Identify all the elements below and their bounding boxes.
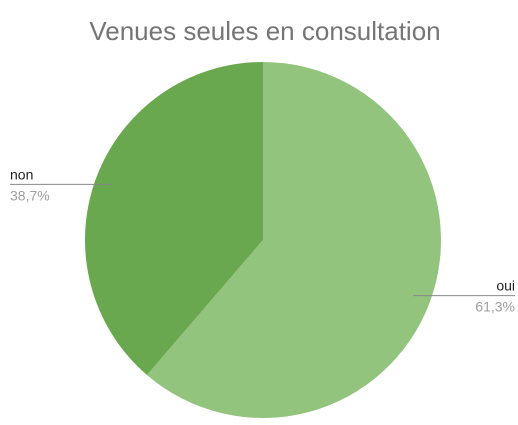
slice-label: oui [496, 278, 515, 294]
slice-value-label: 38,7% [10, 187, 50, 203]
slice-value-label: 61,3% [475, 299, 515, 315]
chart-title: Venues seules en consultation [89, 16, 440, 46]
pie-slice [146, 62, 441, 418]
slice-label: non [10, 166, 33, 182]
pie-slice [84, 61, 263, 375]
